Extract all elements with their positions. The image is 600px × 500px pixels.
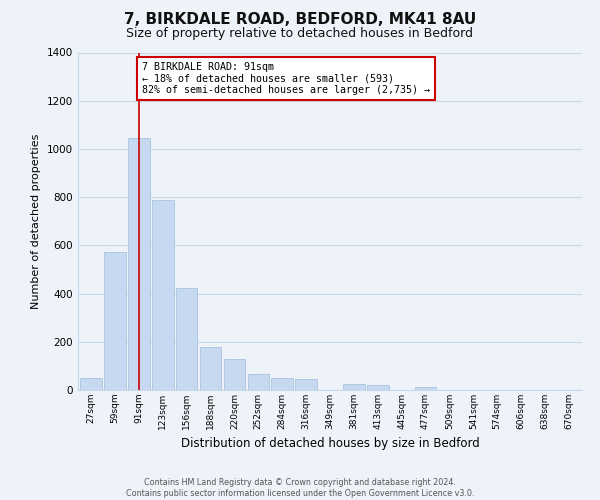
Bar xyxy=(176,288,197,390)
X-axis label: Distribution of detached houses by size in Bedford: Distribution of detached houses by size … xyxy=(181,438,479,450)
Bar xyxy=(152,200,173,390)
Bar xyxy=(200,347,221,390)
Bar xyxy=(248,374,269,390)
Y-axis label: Number of detached properties: Number of detached properties xyxy=(31,134,41,309)
Bar xyxy=(104,252,126,390)
Text: 7, BIRKDALE ROAD, BEDFORD, MK41 8AU: 7, BIRKDALE ROAD, BEDFORD, MK41 8AU xyxy=(124,12,476,28)
Bar xyxy=(80,378,102,390)
Bar xyxy=(343,384,365,390)
Bar xyxy=(224,360,245,390)
Bar xyxy=(367,385,389,390)
Text: Contains HM Land Registry data © Crown copyright and database right 2024.
Contai: Contains HM Land Registry data © Crown c… xyxy=(126,478,474,498)
Text: Size of property relative to detached houses in Bedford: Size of property relative to detached ho… xyxy=(127,28,473,40)
Bar xyxy=(415,387,436,390)
Bar xyxy=(128,138,149,390)
Bar xyxy=(295,379,317,390)
Text: 7 BIRKDALE ROAD: 91sqm
← 18% of detached houses are smaller (593)
82% of semi-de: 7 BIRKDALE ROAD: 91sqm ← 18% of detached… xyxy=(142,62,430,96)
Bar xyxy=(271,378,293,390)
